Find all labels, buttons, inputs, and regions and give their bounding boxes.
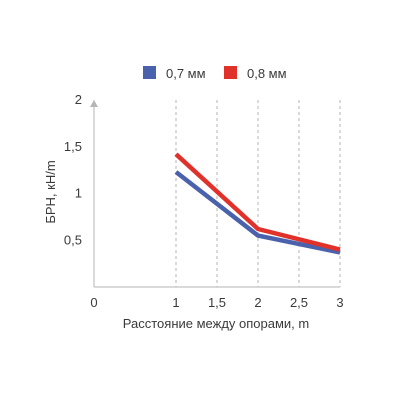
x-axis-label: Расстояние между опорами, m [123, 316, 309, 331]
series-line-1 [174, 170, 341, 255]
x-tick-label: 0 [90, 295, 97, 310]
legend-label: 0,8 мм [247, 66, 287, 81]
y-axis-arrow [90, 100, 98, 107]
tick-labels: 0 1 1,5 2 2,5 3 0,5 1 1,5 2 [64, 92, 344, 310]
y-axis-label: БРН, кН/m [43, 160, 58, 223]
y-tick-label: 1 [75, 186, 82, 201]
series-line-2 [174, 152, 341, 252]
axes [90, 100, 340, 288]
y-tick-label: 0,5 [64, 232, 82, 247]
legend-swatch [143, 66, 156, 79]
x-tick-label: 2 [254, 295, 261, 310]
grid [175, 100, 341, 287]
series-lines [174, 152, 341, 255]
y-tick-label: 2 [75, 92, 82, 107]
legend: 0,7 мм 0,8 мм [143, 66, 287, 81]
legend-swatch [224, 66, 237, 79]
x-tick-label: 1 [172, 295, 179, 310]
y-tick-label: 1,5 [64, 139, 82, 154]
legend-label: 0,7 мм [166, 66, 206, 81]
x-tick-label: 2,5 [290, 295, 308, 310]
x-tick-label: 1,5 [208, 295, 226, 310]
x-tick-label: 3 [336, 295, 343, 310]
